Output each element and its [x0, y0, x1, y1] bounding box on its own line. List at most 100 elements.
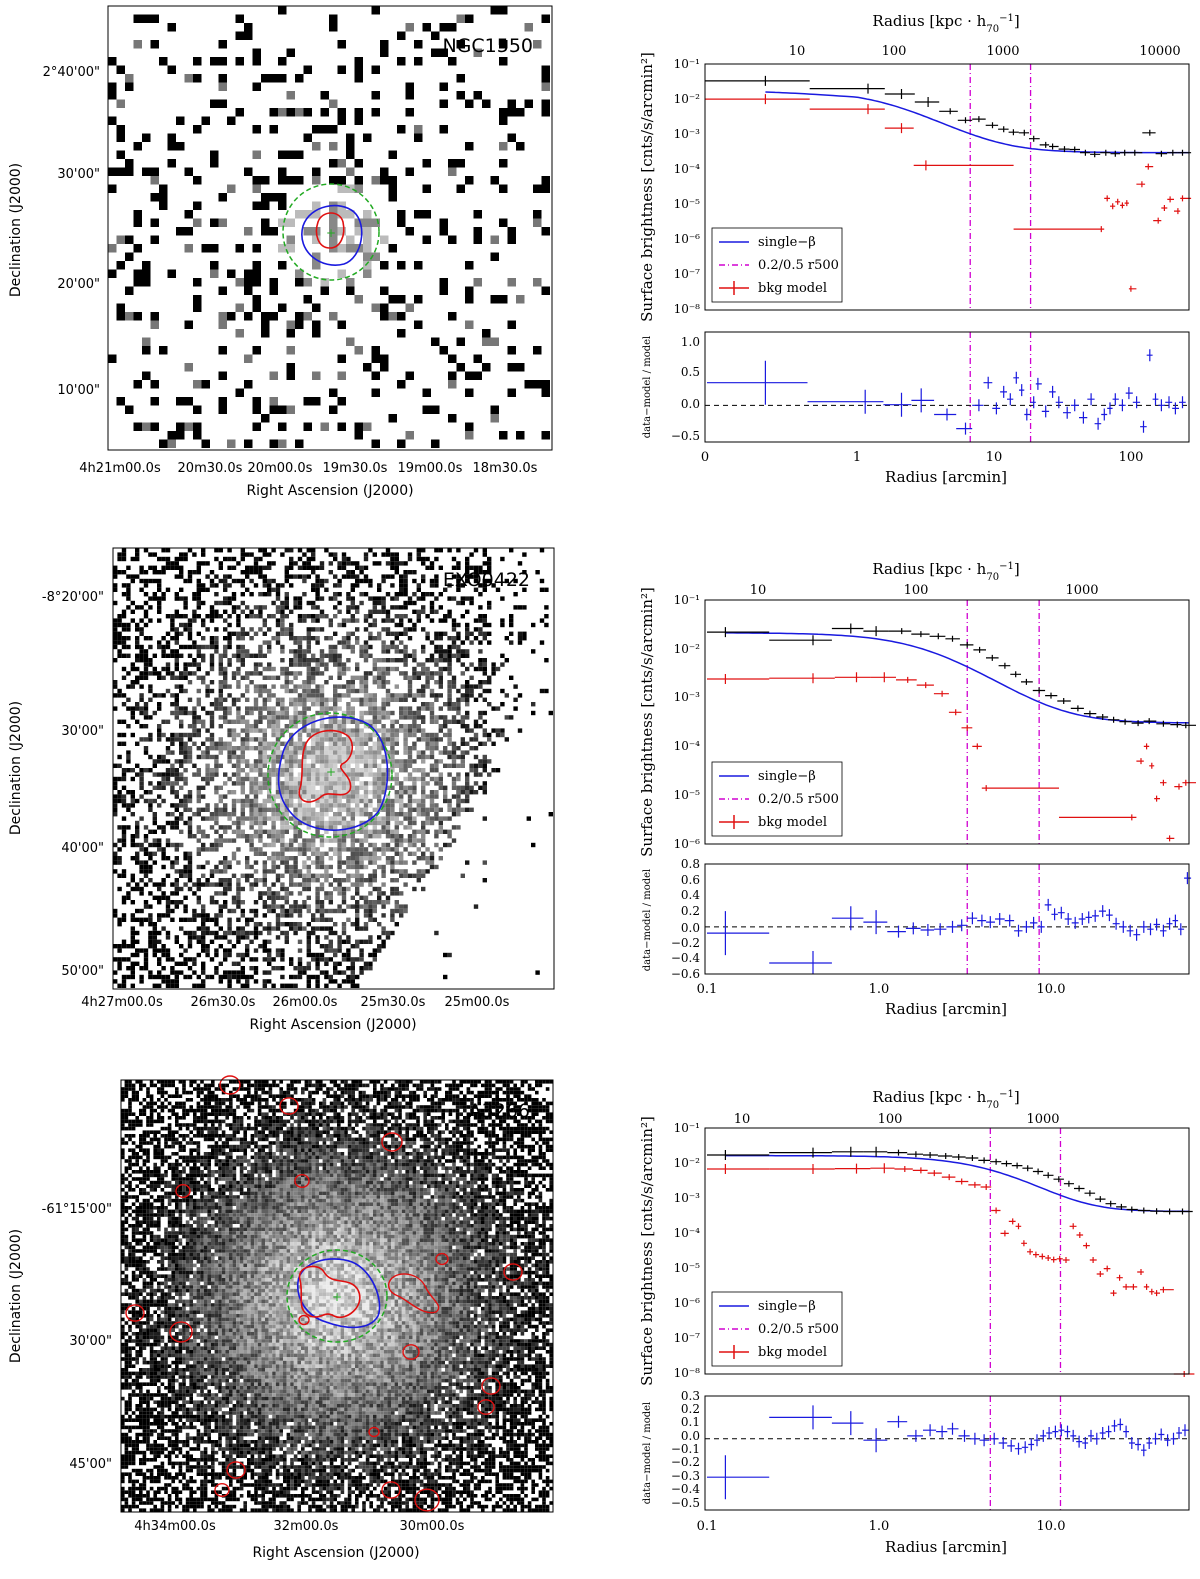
image-pixel [148, 684, 153, 689]
image-pixel [113, 706, 118, 711]
image-pixel [302, 763, 307, 768]
image-pixel [346, 235, 355, 244]
image-pixel [438, 776, 443, 782]
image-pixel [524, 380, 533, 389]
image-pixel [113, 684, 118, 689]
image-pixel [399, 724, 404, 729]
image-pixel [143, 750, 149, 755]
image-pixel [372, 706, 377, 711]
image-pixel [363, 649, 369, 654]
image-pixel [161, 979, 166, 984]
image-pixel [258, 671, 263, 676]
image-pixel [231, 790, 237, 795]
image-pixel [350, 583, 355, 588]
image-pixel [421, 561, 426, 566]
image-pixel [390, 583, 395, 588]
image-pixel [385, 895, 391, 900]
image-pixel [390, 860, 395, 865]
image-pixel [302, 776, 307, 782]
legend-model-label: single−β [758, 235, 816, 250]
image-pixel [183, 622, 188, 628]
image-pixel [429, 609, 435, 614]
image-pixel [223, 671, 228, 676]
image-pixel [253, 913, 259, 918]
image-pixel [302, 693, 307, 698]
image-pixel [293, 900, 298, 905]
data-point [1156, 720, 1171, 727]
image-pixel [227, 596, 232, 601]
image-pixel [355, 609, 360, 614]
image-pixel [473, 548, 479, 553]
image-pixel [355, 574, 360, 579]
image-pixel [451, 715, 457, 720]
image-pixel [341, 860, 347, 865]
image-pixel [231, 900, 237, 905]
image-pixel [465, 295, 474, 304]
image-pixel [133, 218, 142, 227]
image-pixel [407, 746, 413, 751]
image-pixel [135, 851, 140, 856]
image-pixel [341, 741, 347, 746]
image-pixel [231, 970, 237, 975]
image-pixel [284, 939, 289, 944]
image-pixel [394, 838, 399, 843]
image-pixel [135, 948, 140, 953]
image-pixel [205, 974, 210, 980]
image-pixel [205, 754, 210, 760]
image-pixel [405, 431, 414, 440]
data-point [1069, 146, 1080, 153]
image-pixel [245, 587, 250, 592]
image-pixel [258, 781, 263, 786]
residual-point [911, 388, 935, 413]
image-pixel [487, 680, 492, 685]
image-pixel [252, 269, 261, 278]
image-pixel [262, 812, 267, 817]
image-pixel [223, 666, 228, 672]
image-pixel [372, 675, 377, 680]
image-pixel [218, 944, 223, 949]
image-pixel [262, 675, 267, 680]
image-pixel [315, 895, 320, 900]
image-pixel [135, 702, 140, 707]
image-pixel [324, 794, 329, 799]
image-pixel [346, 935, 351, 940]
image-pixel [240, 908, 245, 914]
image-pixel [337, 583, 342, 588]
image-pixel [183, 961, 188, 966]
image-yticks: -8°20'00" 30'00" 40'00" 50'00" [42, 590, 104, 979]
image-pixel [425, 658, 430, 663]
image-pixel [425, 732, 430, 738]
image-pixel [117, 732, 122, 738]
image-pixel [355, 829, 360, 834]
image-pixel [297, 816, 303, 821]
image-pixel [394, 732, 399, 738]
image-pixel [253, 935, 259, 940]
image-pixel [280, 825, 285, 830]
profile-plot [707, 600, 1196, 844]
image-pixel [244, 227, 253, 236]
image-pixel [252, 82, 261, 91]
image-pixel [434, 556, 439, 562]
image-pixel [113, 658, 118, 663]
image-pixel [236, 930, 241, 936]
image-pixel [319, 917, 325, 922]
image-pixel [161, 644, 166, 650]
image-pixel [157, 583, 162, 588]
image-pixel [381, 768, 386, 773]
image-pixel [533, 278, 542, 287]
image-pixel [337, 675, 342, 680]
image-pixel [293, 715, 298, 720]
image-pixel [284, 891, 289, 896]
residual-point [1140, 420, 1147, 433]
image-pixel [236, 622, 241, 628]
image-pixel [240, 662, 245, 667]
image-pixel [328, 917, 333, 922]
image-pixel [311, 724, 316, 729]
image-pixel [174, 781, 179, 786]
image-pixel [359, 952, 364, 958]
image-pixel [218, 706, 223, 711]
image-pixel [456, 40, 465, 49]
image-pixel [487, 570, 492, 575]
image-pixel [399, 812, 404, 817]
image-pixel [311, 759, 316, 764]
